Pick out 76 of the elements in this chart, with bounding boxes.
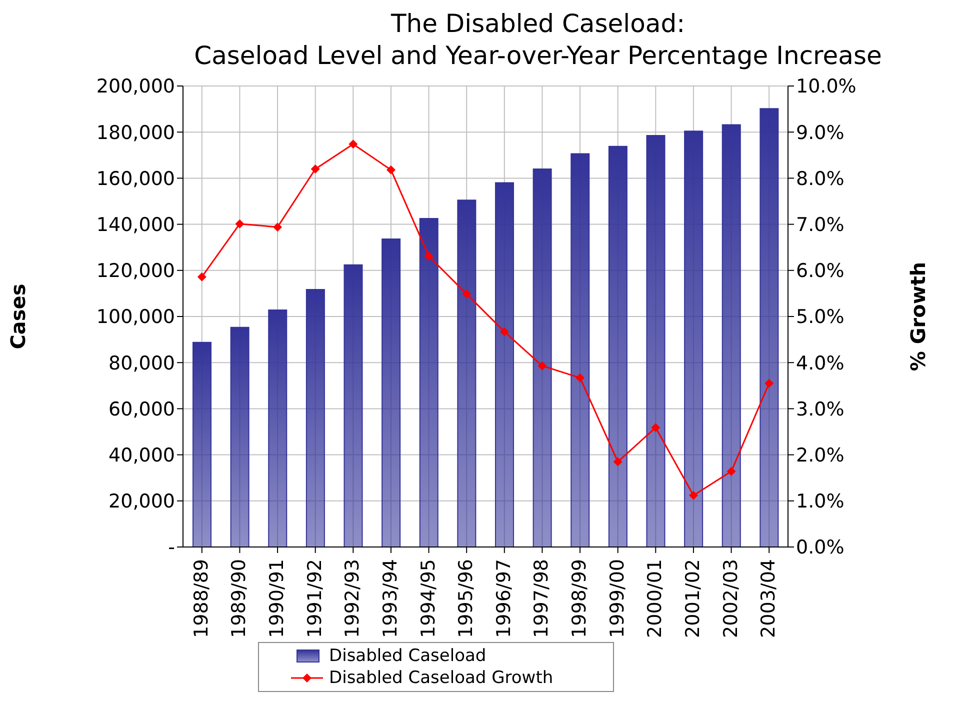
y2-tick-label: 5.0% xyxy=(796,306,844,328)
x-tick-label: 1989/90 xyxy=(228,559,250,638)
bar xyxy=(495,182,514,547)
y-axis-title: Cases xyxy=(6,284,30,350)
bar xyxy=(230,326,250,547)
x-tick-label: 2000/01 xyxy=(644,559,666,638)
point xyxy=(538,361,547,370)
x-tick-label: 1993/94 xyxy=(379,559,402,638)
bar xyxy=(532,168,552,547)
y2-tick-label: 0.0% xyxy=(796,536,844,559)
bar xyxy=(306,289,325,547)
y-tick-label: 140,000 xyxy=(96,214,175,236)
y2-tick-label: 10.0% xyxy=(796,76,856,98)
point xyxy=(651,423,660,432)
bar xyxy=(344,264,363,547)
point xyxy=(386,165,396,174)
y-tick-label: 60,000 xyxy=(108,398,175,420)
x-tick-label: 1997/98 xyxy=(530,559,553,638)
bar xyxy=(419,218,438,547)
y-tick-label: 120,000 xyxy=(96,260,175,282)
y-tick-label: 40,000 xyxy=(108,444,175,467)
point xyxy=(726,466,736,476)
point xyxy=(576,373,585,382)
point xyxy=(197,272,206,282)
bar xyxy=(570,153,590,547)
x-tick-label: 2002/03 xyxy=(720,559,742,638)
y2-tick-label: 3.0% xyxy=(796,398,844,420)
x-tick-label: 1995/96 xyxy=(455,559,478,638)
y2-tick-label: 4.0% xyxy=(796,352,844,374)
x-tick-label: 2001/02 xyxy=(682,559,704,638)
y2-tick-label: 7.0% xyxy=(796,214,844,236)
y2-tick-label: 2.0% xyxy=(796,444,844,467)
y-tick-label: 160,000 xyxy=(96,168,175,190)
x-tick-label: 1992/93 xyxy=(342,559,364,638)
y-tick-label: 20,000 xyxy=(108,490,175,513)
x-tick-label: 1990/91 xyxy=(266,559,288,638)
point xyxy=(235,219,244,228)
chart-title: The Disabled Caseload: xyxy=(390,8,686,40)
chart-subtitle: Caseload Level and Year-over-Year Percentage Increase xyxy=(193,40,883,72)
bar xyxy=(684,130,704,547)
bar xyxy=(192,342,212,547)
x-tick-label: 1994/95 xyxy=(417,559,440,638)
bar xyxy=(457,200,476,547)
point xyxy=(424,252,434,261)
point xyxy=(688,490,698,500)
x-tick-label: 2003/04 xyxy=(758,559,780,638)
y2-tick-label: 1.0% xyxy=(796,490,844,513)
x-tick-label: 1988/89 xyxy=(190,559,212,638)
y-tick-label: 80,000 xyxy=(108,352,175,374)
y2-tick-label: 8.0% xyxy=(796,168,844,190)
legend-label: Disabled Caseload Growth xyxy=(329,667,554,689)
point xyxy=(273,222,282,232)
bar xyxy=(760,108,779,547)
bar xyxy=(268,310,288,547)
point xyxy=(348,140,358,149)
point xyxy=(613,457,622,466)
point xyxy=(462,289,472,298)
y2-axis-title: % Growth xyxy=(906,262,930,372)
y2-tick-label: 6.0% xyxy=(796,260,844,282)
y-tick-label: 200,000 xyxy=(96,76,175,98)
y-tick-label: 180,000 xyxy=(96,122,175,144)
y2-tick-label: 9.0% xyxy=(796,122,844,144)
point xyxy=(310,164,320,174)
x-tick-label: 1999/00 xyxy=(606,559,628,638)
legend-label: Disabled Caseload xyxy=(329,645,486,667)
x-tick-label: 1996/97 xyxy=(492,559,515,638)
point xyxy=(500,327,509,336)
x-tick-label: 1991/92 xyxy=(304,559,326,638)
bar xyxy=(382,238,401,547)
bar xyxy=(608,146,628,547)
bar xyxy=(722,124,741,547)
point xyxy=(764,378,774,388)
bar xyxy=(646,135,666,547)
x-tick-label: 1998/99 xyxy=(568,559,591,638)
y-tick-label: - xyxy=(168,536,175,559)
y-tick-label: 100,000 xyxy=(96,306,175,328)
